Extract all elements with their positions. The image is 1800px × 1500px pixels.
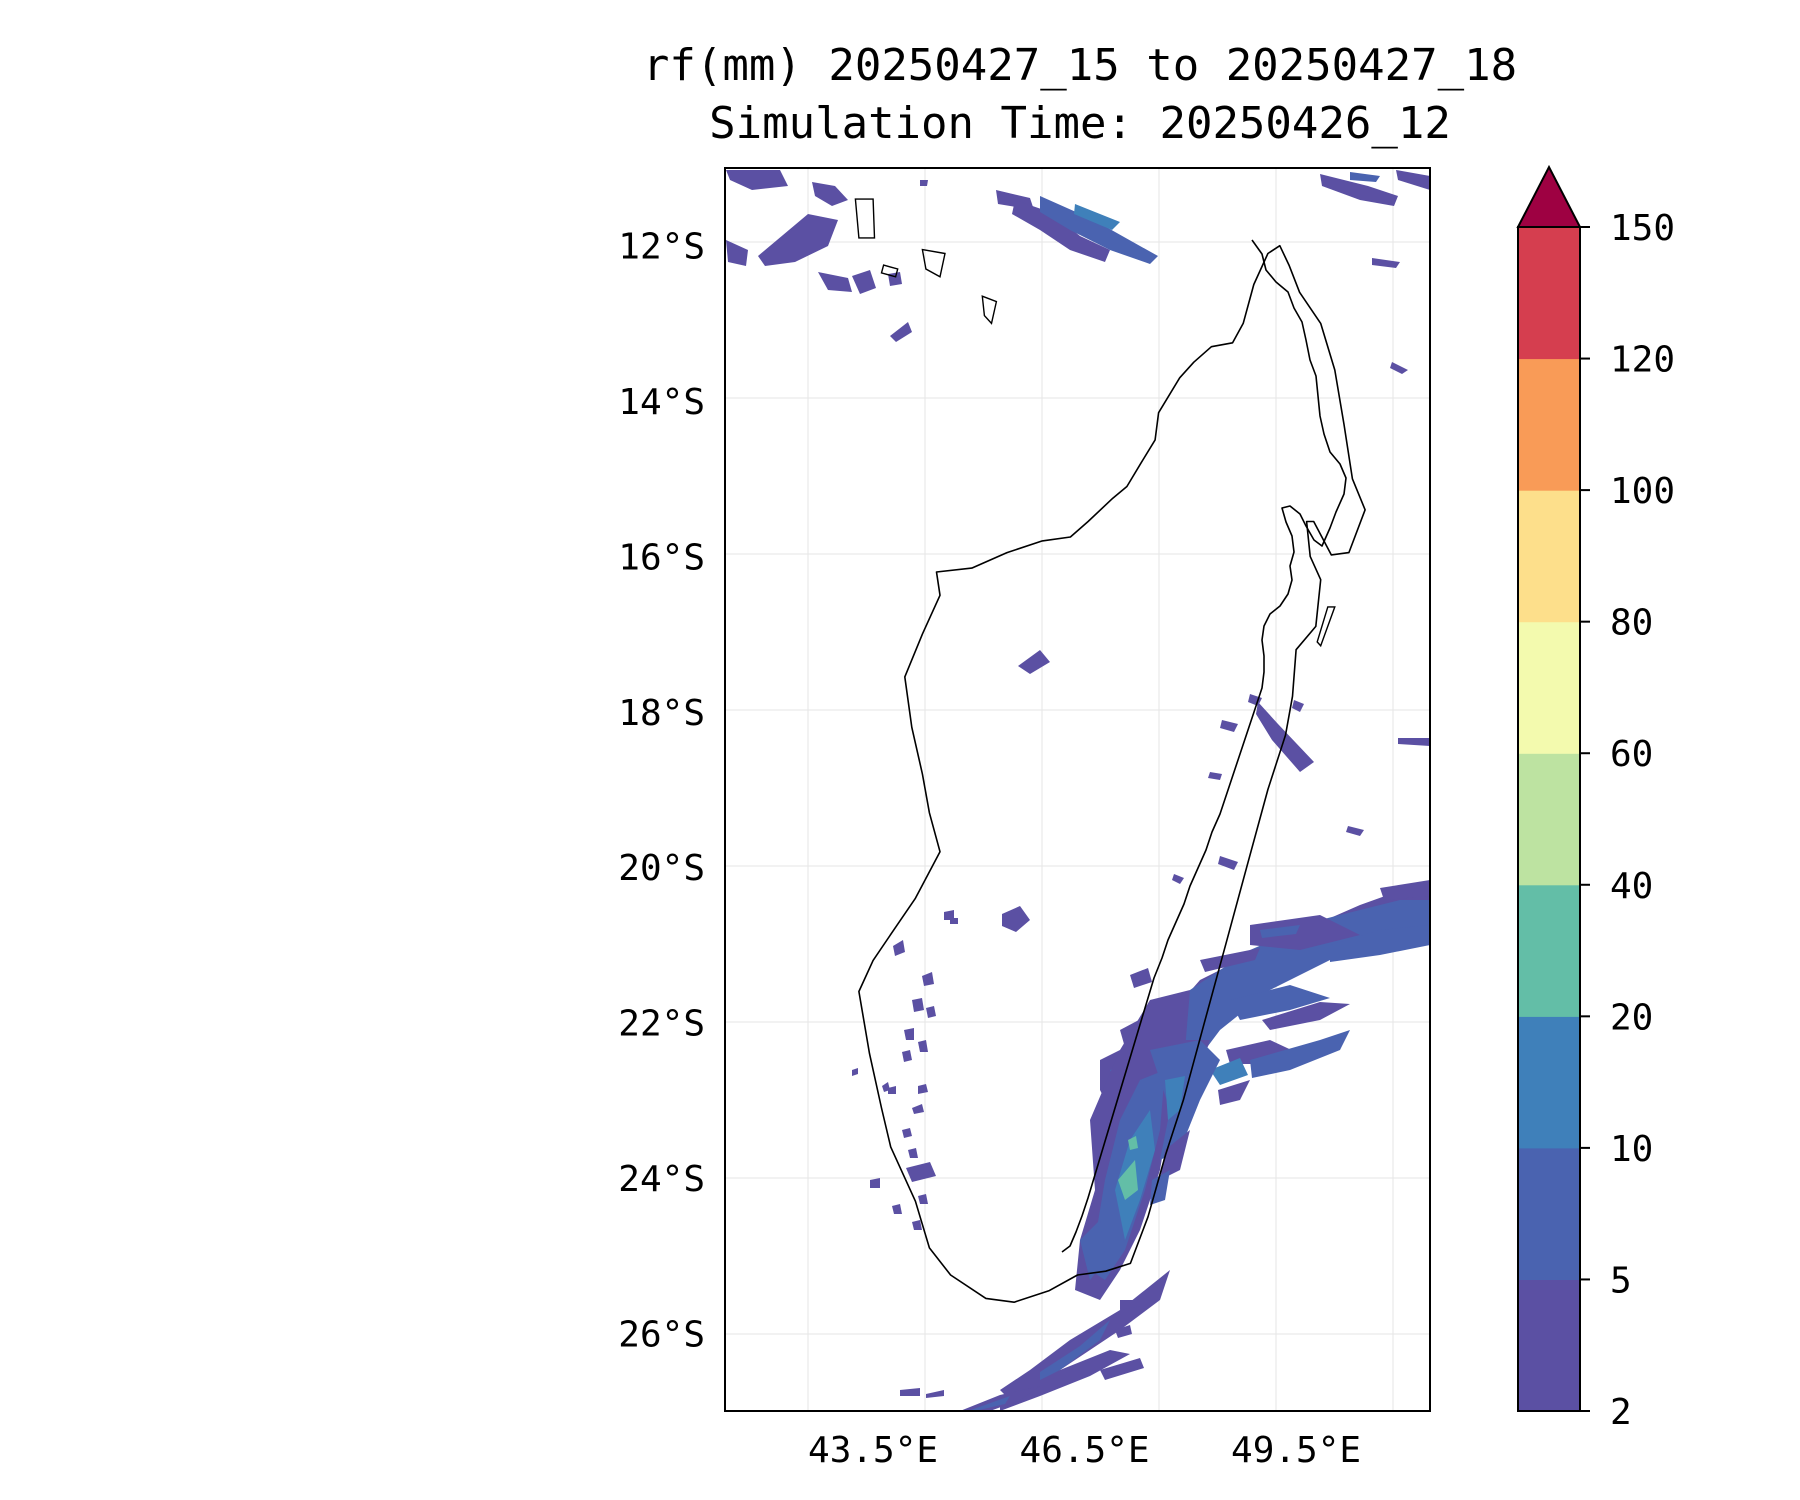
colorbar-segment — [1518, 490, 1580, 623]
madagascar-coastline — [858, 244, 1366, 1303]
title-line-1: rf(mm) 20250427_15 to 20250427_18 — [642, 40, 1518, 91]
colorbar-tick-label: 5 — [1610, 1260, 1632, 1301]
colorbar-segment — [1518, 753, 1580, 886]
colorbar-extend-arrow — [1516, 164, 1582, 228]
lat-tick-label: 12°S — [618, 227, 705, 268]
colorbar-segment — [1518, 884, 1580, 1017]
lat-tick-label: 14°S — [618, 382, 705, 423]
colorbar-tick-label: 80 — [1610, 603, 1653, 644]
lat-tick-label: 16°S — [618, 537, 705, 578]
colorbar-segment — [1518, 1147, 1580, 1280]
lat-tick-label: 24°S — [618, 1159, 705, 1200]
title-line-2: Simulation Time: 20250426_12 — [709, 98, 1451, 149]
anjouan-island — [921, 248, 946, 278]
lat-tick-label: 20°S — [618, 848, 705, 889]
colorbar-frame — [1517, 226, 1581, 1412]
rainfall-contours — [726, 170, 1430, 1411]
colorbar-segment — [1518, 621, 1580, 754]
colorbar-tick-label: 100 — [1610, 471, 1675, 512]
grande-comore-island — [854, 198, 876, 239]
lat-tick-label: 22°S — [618, 1004, 705, 1045]
lon-tick-label: 46.5°E — [1020, 1430, 1150, 1471]
colorbar-tick-label: 120 — [1610, 340, 1675, 381]
colorbar-tick-label: 2 — [1610, 1392, 1632, 1433]
moheli-island — [880, 264, 899, 278]
mayotte-island — [981, 295, 998, 325]
colorbar-tick-label: 40 — [1610, 866, 1653, 907]
lon-tick-label: 43.5°E — [808, 1430, 938, 1471]
colorbar-tick-label: 20 — [1610, 997, 1653, 1038]
coastlines — [1061, 239, 1347, 1253]
colorbar-segment — [1518, 1016, 1580, 1149]
colorbar-segment — [1518, 358, 1580, 491]
colorbar-segment — [1518, 227, 1580, 360]
lat-tick-label: 26°S — [618, 1314, 705, 1355]
colorbar-tick-label: 60 — [1610, 734, 1653, 775]
colorbar-tick-label: 10 — [1610, 1129, 1653, 1170]
lon-tick-label: 49.5°E — [1231, 1430, 1361, 1471]
lat-tick-label: 18°S — [618, 693, 705, 734]
madagascar-coast-line — [1061, 239, 1347, 1253]
colorbar-segment — [1518, 1279, 1580, 1412]
map-gridlines — [725, 168, 1430, 1411]
map-frame — [724, 167, 1431, 1412]
colorbar-tick-label: 150 — [1610, 208, 1675, 249]
sainte-marie-island — [1316, 606, 1336, 648]
